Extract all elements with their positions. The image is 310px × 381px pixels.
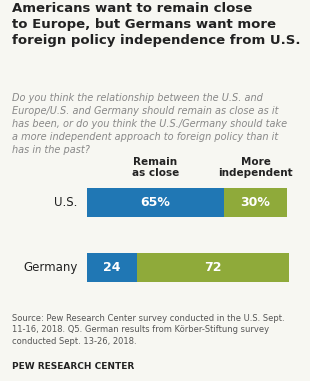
Text: U.S.: U.S. (54, 196, 78, 209)
Bar (224, 188, 287, 217)
Text: 65%: 65% (140, 196, 170, 209)
Text: Americans want to remain close
to Europe, but Germans want more
foreign policy i: Americans want to remain close to Europe… (12, 2, 301, 47)
Text: Remain
as close: Remain as close (132, 157, 179, 178)
Text: More
independent: More independent (218, 157, 293, 178)
Text: 24: 24 (103, 261, 121, 274)
Bar (87, 253, 137, 282)
Bar (137, 253, 289, 282)
Text: 72: 72 (205, 261, 222, 274)
Bar (87, 188, 224, 217)
Text: PEW RESEARCH CENTER: PEW RESEARCH CENTER (12, 362, 135, 371)
Text: 30%: 30% (241, 196, 270, 209)
Text: Source: Pew Research Center survey conducted in the U.S. Sept.
11-16, 2018. Q5. : Source: Pew Research Center survey condu… (12, 314, 285, 346)
Text: Germany: Germany (23, 261, 78, 274)
Text: Do you think the relationship between the U.S. and
Europe/U.S. and Germany shoul: Do you think the relationship between th… (12, 93, 287, 155)
